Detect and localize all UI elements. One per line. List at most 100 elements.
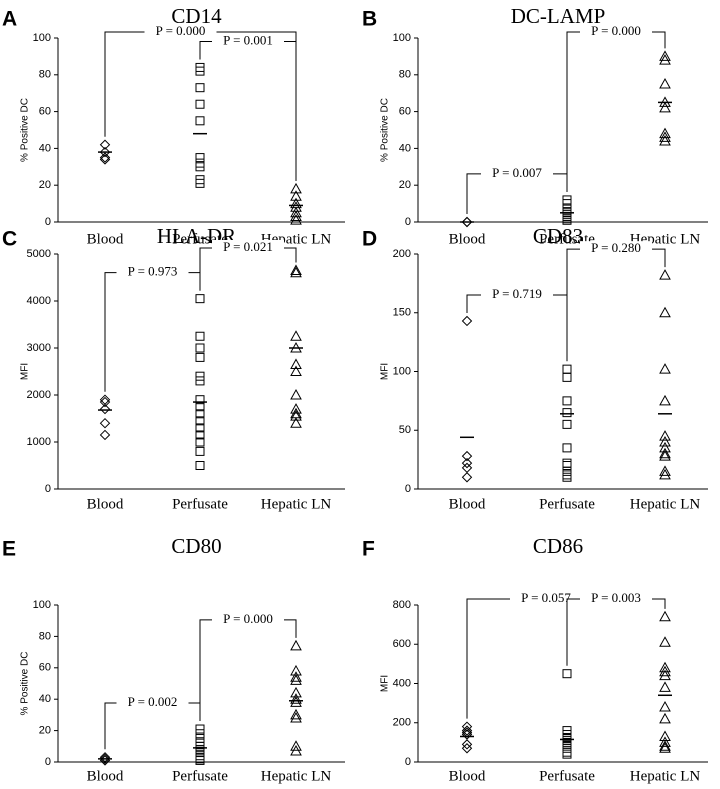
panel-letter: E xyxy=(2,538,16,561)
x-tick-label: Perfusate xyxy=(539,768,595,784)
square-point xyxy=(195,395,205,405)
square-point xyxy=(562,749,572,759)
triangle-point xyxy=(659,131,671,142)
x-tick-label: Blood xyxy=(449,768,486,784)
chart-title: CD14 xyxy=(171,4,222,28)
p-value: P = 0.057 xyxy=(521,590,571,605)
y-tick-label: 80 xyxy=(399,69,411,81)
x-tick-label: Perfusate xyxy=(172,768,228,784)
y-tick-label: 80 xyxy=(39,69,51,81)
diamond-point xyxy=(99,417,111,429)
triangle-point xyxy=(659,661,671,673)
diamond-point xyxy=(461,721,473,732)
triangle-point xyxy=(290,693,302,704)
y-axis-label: MFI xyxy=(20,363,31,380)
triangle-point xyxy=(290,417,302,428)
panel-letter: B xyxy=(362,8,377,31)
square-point xyxy=(195,343,205,353)
square-point xyxy=(195,733,205,743)
y-tick-label: 2000 xyxy=(27,389,51,401)
panel-letter: F xyxy=(362,538,375,561)
p-value: P = 0.280 xyxy=(591,240,641,255)
significance-bracket xyxy=(199,40,297,181)
triangle-point xyxy=(659,306,671,318)
panel-letter: D xyxy=(362,228,377,251)
square-point xyxy=(195,178,205,188)
y-tick-label: 4000 xyxy=(27,295,51,307)
square-point xyxy=(562,419,572,429)
triangle-point xyxy=(659,742,671,753)
y-tick-label: 0 xyxy=(45,216,51,228)
y-tick-label: 1000 xyxy=(27,436,51,448)
y-tick-label: 600 xyxy=(393,638,411,650)
diamond-point xyxy=(461,725,473,736)
square-point xyxy=(562,372,572,382)
p-value: P = 0.973 xyxy=(128,264,178,279)
triangle-point xyxy=(659,54,671,65)
triangle-point xyxy=(659,430,671,441)
y-tick-label: 40 xyxy=(399,142,411,154)
chart-title: CD83 xyxy=(533,224,583,248)
triangle-point xyxy=(290,330,302,341)
p-value: P = 0.000 xyxy=(223,611,273,626)
diamond-point xyxy=(461,450,473,462)
p-value: P = 0.003 xyxy=(591,590,641,605)
square-point xyxy=(195,416,205,426)
diamond-point xyxy=(99,429,111,441)
y-axis-label: % Positive DC xyxy=(20,652,31,716)
square-point xyxy=(195,331,205,341)
significance-bracket xyxy=(566,31,666,192)
square-point xyxy=(195,437,205,447)
diamond-point xyxy=(461,743,473,754)
triangle-point xyxy=(290,696,302,707)
triangle-point xyxy=(290,365,302,376)
triangle-point xyxy=(659,135,671,146)
square-point xyxy=(562,199,572,209)
chart-title: CD86 xyxy=(533,534,583,558)
triangle-point xyxy=(659,269,671,280)
triangle-point xyxy=(290,388,302,400)
significance-bracket xyxy=(466,598,666,719)
triangle-point xyxy=(290,686,302,698)
triangle-point xyxy=(659,435,671,447)
p-value: P = 0.719 xyxy=(492,286,542,301)
square-point xyxy=(562,364,572,374)
y-tick-label: 0 xyxy=(405,216,411,228)
triangle-point xyxy=(290,664,302,676)
square-point xyxy=(195,729,205,739)
triangle-point xyxy=(290,190,302,201)
y-axis-label: MFI xyxy=(380,363,391,380)
triangle-point xyxy=(290,740,302,751)
y-tick-label: 100 xyxy=(393,365,411,377)
triangle-point xyxy=(290,708,302,720)
x-tick-label: Blood xyxy=(449,231,486,247)
square-point xyxy=(195,751,205,761)
y-tick-label: 20 xyxy=(39,725,51,737)
y-tick-label: 40 xyxy=(39,142,51,154)
square-point xyxy=(195,738,205,748)
y-tick-label: 200 xyxy=(393,248,411,260)
triangle-point xyxy=(290,264,302,275)
y-tick-label: 60 xyxy=(39,106,51,118)
label-background xyxy=(510,591,582,607)
x-tick-label: Perfusate xyxy=(172,496,228,512)
chart-title: DC-LAMP xyxy=(511,4,606,28)
y-axis-label: % Positive DC xyxy=(20,98,31,162)
square-point xyxy=(562,669,572,679)
y-tick-label: 100 xyxy=(393,32,411,44)
p-value: P = 0.007 xyxy=(492,165,542,180)
x-tick-label: Hepatic LN xyxy=(261,768,332,784)
diamond-point xyxy=(99,139,111,150)
triangle-point xyxy=(659,465,671,476)
diamond-point xyxy=(99,753,111,765)
diamond-point xyxy=(461,729,473,740)
label-background xyxy=(481,286,553,303)
triangle-point xyxy=(290,671,302,682)
triangle-point xyxy=(290,206,302,218)
y-tick-label: 80 xyxy=(39,630,51,642)
p-value: P = 0.021 xyxy=(223,239,273,254)
label-background xyxy=(116,695,189,712)
square-point xyxy=(195,755,205,765)
label-background xyxy=(580,241,652,258)
diamond-point xyxy=(99,403,111,415)
